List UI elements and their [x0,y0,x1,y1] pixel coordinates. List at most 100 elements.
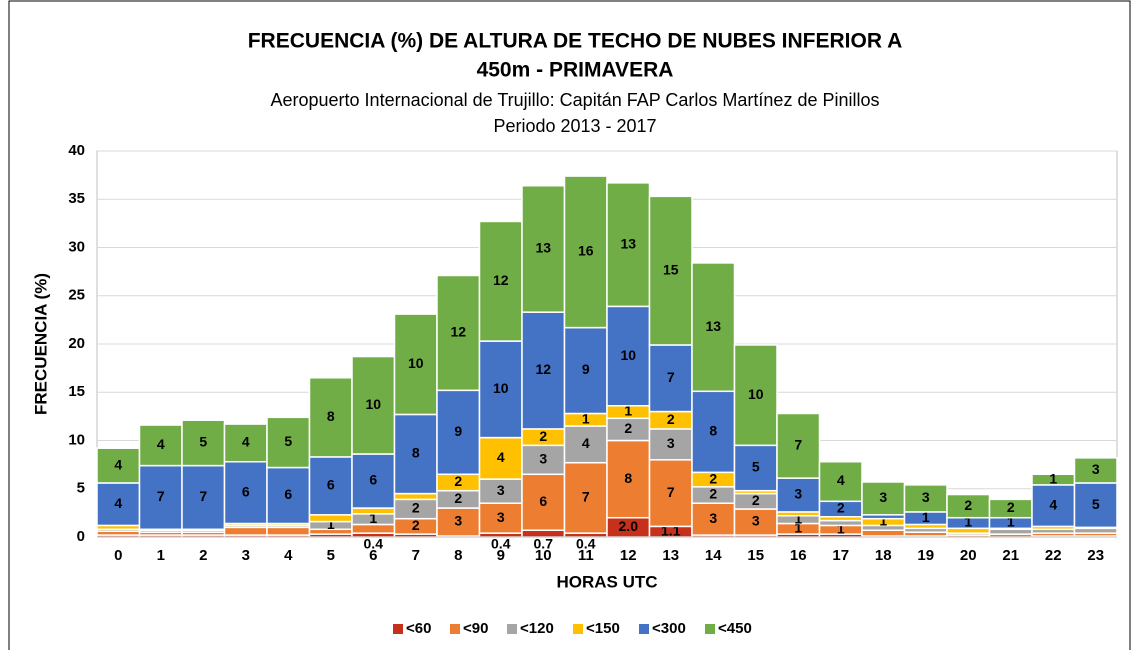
value-label: 10 [748,386,764,402]
value-label: 16 [578,243,594,259]
bar-segment [648,195,693,346]
value-label: 1 [1007,514,1015,530]
x-tick-label: 14 [705,547,722,564]
value-label: 6 [539,493,547,509]
value-label: 6 [369,472,377,488]
value-label: 4 [114,495,122,511]
x-tick-label: 4 [284,547,293,564]
x-tick-label: 12 [620,547,637,564]
bar-segment [1031,484,1076,528]
chart-subtitle: Periodo 2013 - 2017 [493,116,656,136]
bar-segment [521,444,566,476]
x-tick-label: 6 [369,547,377,564]
legend-swatch [507,624,517,634]
value-label: 3 [752,513,760,529]
value-label: 2 [752,492,760,508]
x-tick-label: 21 [1002,547,1019,564]
legend-swatch [393,624,403,634]
value-label: 12 [493,272,509,288]
bar-segment [648,344,693,413]
x-tick-label: 7 [412,547,420,564]
y-tick-label: 20 [68,335,85,352]
value-label: 7 [667,484,675,500]
legend-label: <150 [586,620,620,637]
value-label: 2 [667,411,675,427]
chart-subtitle: Aeropuerto Internacional de Trujillo: Ca… [271,90,880,110]
frame [8,0,1131,650]
legend-label: <300 [652,620,686,637]
chart-title: 450m - PRIMAVERA [477,59,674,82]
value-label: 2.0 [619,518,639,534]
bar-segment [563,326,608,415]
value-label: 8 [709,423,717,439]
value-label: 6 [284,486,292,502]
bar-segment [181,419,226,467]
legend-label: <450 [718,620,752,637]
value-label: 0.4 [576,536,596,552]
x-tick-label: 15 [747,547,764,564]
x-tick-label: 5 [327,547,335,564]
legend-swatch [705,624,715,634]
value-label: 2 [709,486,717,502]
x-tick-label: 11 [578,547,594,564]
value-label: 3 [709,510,717,526]
value-label: 9 [582,361,590,377]
value-label: 4 [157,436,165,452]
value-label: 15 [663,261,679,277]
x-axis-label: HORAS UTC [556,572,657,591]
value-label: 2 [1007,499,1015,515]
bar-segment [691,390,736,474]
x-tick-label: 13 [662,547,679,564]
x-tick-label: 20 [960,547,977,564]
value-label: 2 [837,500,845,516]
y-tick-label: 10 [68,431,85,448]
value-label: 10 [365,396,381,412]
y-tick-label: 15 [68,383,85,400]
value-label: 4 [837,472,845,488]
value-label: 1 [964,514,972,530]
bar-segment [733,344,778,447]
value-label: 3 [667,435,675,451]
x-tick-label: 0 [114,547,122,564]
x-tick-label: 2 [199,547,207,564]
bar-segment [138,464,183,531]
value-label: 8 [327,408,335,424]
value-label: 2 [412,500,420,516]
bar-segment [648,428,693,461]
y-tick-label: 5 [77,480,85,497]
bar-segment [223,526,268,536]
value-label: 1 [922,509,930,525]
x-tick-label: 17 [832,547,849,564]
value-label: 3 [922,489,930,505]
value-label: 2 [454,473,462,489]
value-label: 3 [879,489,887,505]
x-tick-label: 19 [917,547,934,564]
value-label: 3 [539,451,547,467]
value-label: 5 [199,434,207,450]
bar-segment [861,529,906,537]
legend-swatch [639,624,649,634]
y-tick-label: 30 [68,238,85,255]
value-label: 13 [705,318,721,334]
bar-segment [436,274,481,392]
value-label: 3 [794,486,802,502]
value-label: 8 [412,445,420,461]
value-label: 13 [620,235,636,251]
value-label: 7 [667,369,675,385]
value-label: 1 [327,516,335,532]
value-label: 5 [1092,496,1100,512]
value-label: 7 [794,437,802,453]
bar-segment [1073,482,1118,529]
x-tick-label: 16 [790,547,807,564]
value-label: 3 [497,509,505,525]
bar-segment [691,262,736,393]
value-label: 5 [284,433,292,449]
bar-segment [96,447,141,484]
bar-segment [563,425,608,464]
bar-segment [393,413,438,495]
x-tick-label: 22 [1045,547,1062,564]
value-label: 1 [879,513,887,529]
bar-segment [606,439,651,519]
bar-segment [308,514,353,523]
x-tick-label: 8 [454,547,462,564]
